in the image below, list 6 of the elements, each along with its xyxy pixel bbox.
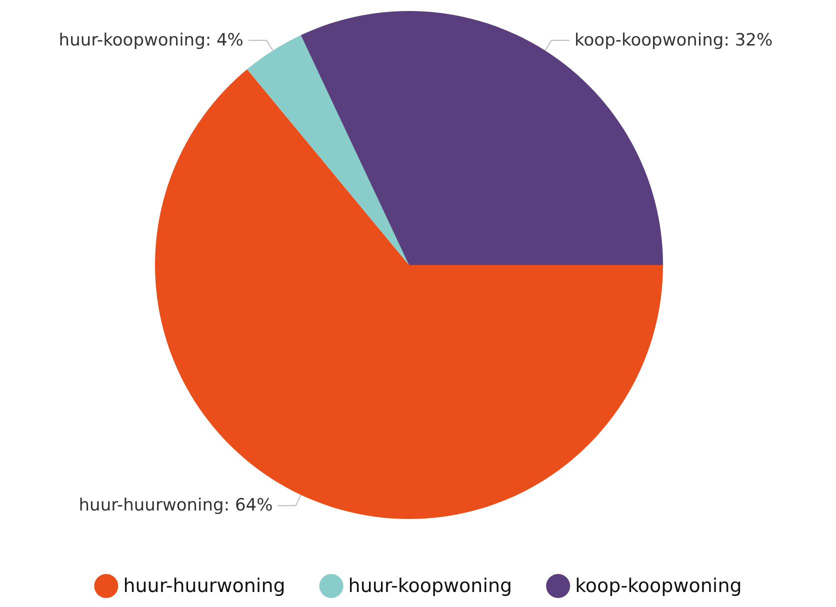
data-label: huur-huurwoning: 64% — [78, 496, 273, 516]
legend-label: koop-koopwoning — [575, 575, 742, 597]
data-label: huur-koopwoning: 4% — [58, 30, 244, 50]
legend-label: huur-huurwoning — [123, 575, 286, 597]
legend-label: huur-koopwoning — [348, 575, 512, 597]
data-label: koop-koopwoning: 32% — [574, 30, 773, 50]
